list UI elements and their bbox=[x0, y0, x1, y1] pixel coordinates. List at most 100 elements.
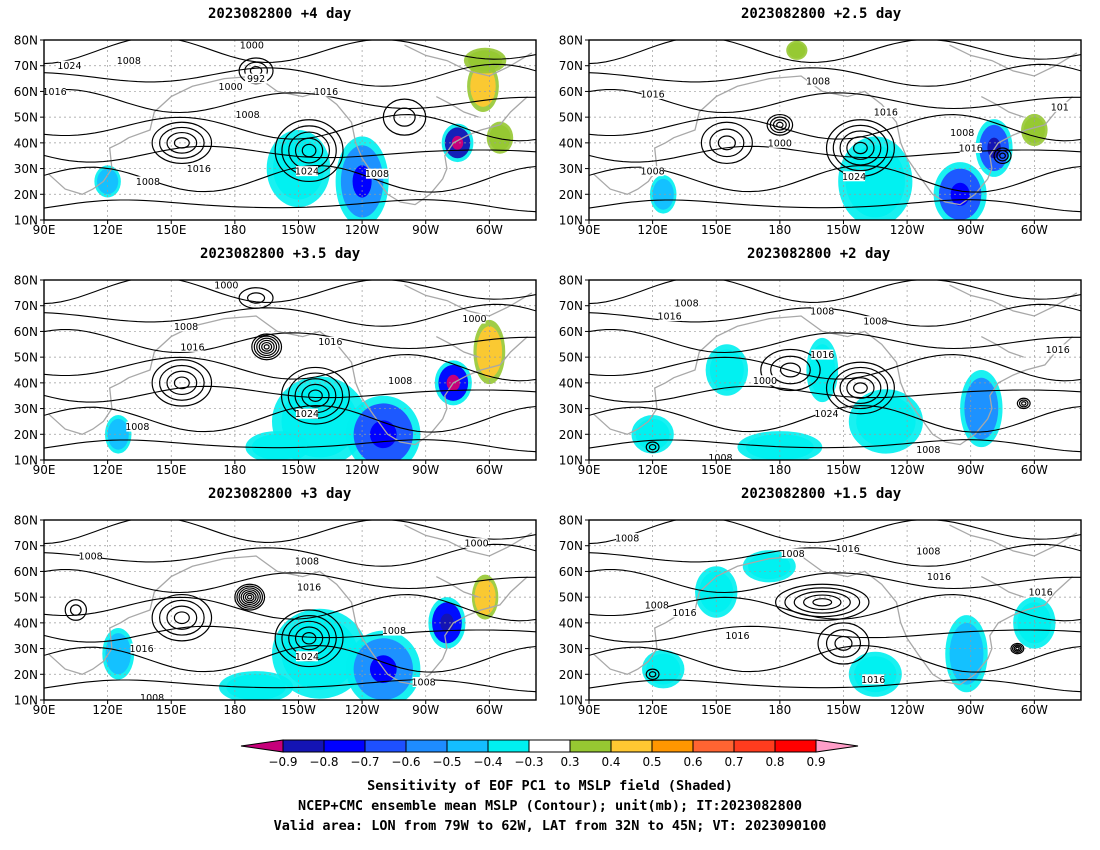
isobar-contour bbox=[645, 668, 660, 681]
isobar-contour bbox=[760, 348, 821, 392]
lon-label: 120E bbox=[92, 223, 123, 237]
contour-label: 1008 bbox=[950, 128, 974, 139]
plot-area: 1008 1008 1016 1000 1008 1016 1024 1008 1008 bbox=[44, 520, 536, 700]
coastline bbox=[436, 96, 479, 118]
isobar-contour bbox=[44, 520, 536, 545]
contour-label: 1016 bbox=[657, 312, 681, 323]
contour-label: 1024 bbox=[295, 409, 319, 420]
contour-label: 1008 bbox=[645, 600, 669, 611]
isobar-contour bbox=[784, 587, 861, 618]
lat-label: 70N bbox=[559, 539, 583, 553]
contour-label: 1008 bbox=[615, 534, 639, 545]
lat-label: 40N bbox=[559, 136, 583, 150]
lat-label: 70N bbox=[559, 299, 583, 313]
shaded-area bbox=[635, 418, 670, 450]
isobar-contour bbox=[64, 599, 88, 621]
isobar-contour bbox=[301, 632, 317, 645]
isobar-contour bbox=[1018, 399, 1029, 408]
isobar-contour bbox=[589, 63, 1081, 87]
isobar-contour bbox=[166, 605, 198, 630]
isobar-contour bbox=[44, 405, 536, 433]
isobar-contour bbox=[825, 361, 895, 415]
lat-label: 10N bbox=[14, 694, 38, 708]
lon-label: 120W bbox=[890, 703, 925, 717]
isobar-contour bbox=[589, 329, 1081, 354]
isobar-contour bbox=[44, 89, 536, 114]
colorbar-tick-label: 0.7 bbox=[724, 755, 744, 769]
lon-label: 150W bbox=[281, 223, 316, 237]
panel-title: 2023082800 +1.5 day bbox=[741, 486, 902, 502]
panel-title: 2023082800 +3.5 day bbox=[200, 246, 361, 262]
lon-label: 150W bbox=[281, 703, 316, 717]
map-panel: 1008 1008 1016 1000 1008 1016 1024 1008 1008 80N 7… bbox=[14, 514, 537, 717]
isobar-contour bbox=[1021, 401, 1027, 406]
contour-label: 1008 bbox=[780, 549, 804, 560]
lat-label: 10N bbox=[14, 454, 38, 468]
isobar-contour bbox=[261, 341, 273, 352]
isobar-contour bbox=[294, 137, 324, 164]
lon-label: 90E bbox=[578, 703, 601, 717]
lat-label: 60N bbox=[559, 85, 583, 99]
lon-label: 150W bbox=[826, 223, 861, 237]
isobar-contour bbox=[834, 635, 853, 651]
isobar-contour bbox=[236, 585, 264, 609]
plot-frame bbox=[43, 39, 537, 221]
panel-title: 2023082800 +2.5 day bbox=[741, 6, 902, 22]
isobar-contour bbox=[242, 591, 257, 604]
isobar-contour bbox=[996, 149, 1009, 162]
contour-label: 1016 bbox=[959, 144, 983, 155]
colorbar-tick-label: −0.4 bbox=[473, 755, 503, 769]
lat-label: 40N bbox=[559, 376, 583, 390]
lon-label: 60W bbox=[476, 463, 503, 477]
lat-label: 40N bbox=[14, 376, 38, 390]
lat-label: 10N bbox=[559, 694, 583, 708]
lon-label: 90W bbox=[412, 703, 439, 717]
shaded-area bbox=[281, 617, 358, 690]
isobar-contour bbox=[1016, 397, 1031, 410]
colorbar-extension-low bbox=[240, 739, 284, 753]
isobar-contour bbox=[993, 147, 1012, 165]
isobar-contour bbox=[44, 63, 536, 87]
contour-label: 1008 bbox=[174, 322, 198, 333]
contour-label: 1000 bbox=[753, 376, 777, 387]
lon-label: 60W bbox=[1021, 703, 1048, 717]
isobar-contour bbox=[853, 141, 868, 155]
lon-label: 150E bbox=[701, 703, 732, 717]
lat-label: 20N bbox=[14, 668, 38, 682]
shaded-area bbox=[964, 377, 999, 440]
lon-label: 120W bbox=[345, 703, 380, 717]
contour-label: 1008 bbox=[708, 453, 732, 464]
lat-label: 50N bbox=[14, 591, 38, 605]
isobar-contour bbox=[158, 599, 205, 636]
lon-label: 120W bbox=[345, 223, 380, 237]
isobar-contour bbox=[44, 354, 536, 382]
isobar-contour bbox=[775, 583, 870, 621]
lat-label: 50N bbox=[14, 111, 38, 125]
colorbar bbox=[240, 739, 859, 753]
colorbar-tick-label: 0.4 bbox=[601, 755, 621, 769]
lat-label: 60N bbox=[14, 85, 38, 99]
isobar-contour bbox=[44, 329, 536, 354]
contour-label: 1008 bbox=[295, 557, 319, 568]
isobar-contour bbox=[246, 292, 266, 304]
isobar-contour bbox=[839, 371, 882, 405]
colorbar-box bbox=[323, 739, 366, 753]
isobar-contour bbox=[817, 622, 870, 665]
isobar-contour bbox=[766, 113, 794, 136]
lon-label: 150E bbox=[156, 463, 187, 477]
isobar-contour bbox=[166, 370, 198, 396]
isobar-contour bbox=[1012, 644, 1023, 654]
isobar-contour bbox=[779, 362, 801, 378]
lon-label: 180 bbox=[223, 223, 246, 237]
lat-label: 60N bbox=[14, 325, 38, 339]
colorbar-box bbox=[364, 739, 407, 753]
contour-label: 1016 bbox=[874, 108, 898, 119]
lon-label: 120E bbox=[637, 463, 668, 477]
colorbar-tick-label: 0.6 bbox=[683, 755, 703, 769]
contour-label: 1008 bbox=[863, 317, 887, 328]
contour-label: 1024 bbox=[842, 172, 866, 183]
contour-label: 1016 bbox=[725, 631, 749, 642]
contour-label: 1008 bbox=[382, 626, 406, 637]
isobar-contour bbox=[589, 679, 1081, 693]
contour-label: 1024 bbox=[295, 167, 319, 178]
